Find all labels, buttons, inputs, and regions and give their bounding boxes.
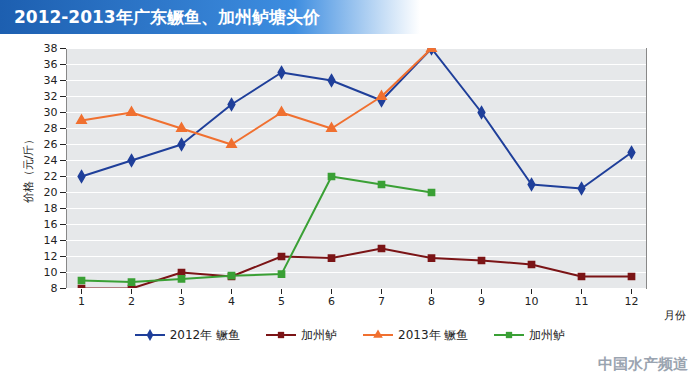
svg-text:34: 34 [44, 74, 58, 87]
svg-text:12: 12 [625, 295, 639, 308]
html-text:2012年 鳜鱼: 2012年 鳜鱼 [169, 327, 240, 342]
svg-text:32: 32 [44, 90, 58, 103]
svg-text:价格（元/斤）: 价格（元/斤） [22, 134, 35, 205]
svg-text:3: 3 [178, 295, 185, 308]
svg-text:24: 24 [44, 154, 58, 167]
svg-text:5: 5 [278, 295, 285, 308]
svg-text:14: 14 [44, 234, 58, 247]
html-text:中国水产频道: 中国水产频道 [598, 355, 688, 373]
svg-text:8: 8 [51, 282, 58, 295]
svg-text:38: 38 [44, 42, 58, 55]
svg-text:11: 11 [575, 295, 589, 308]
svg-text:10: 10 [525, 295, 539, 308]
svg-text:16: 16 [44, 218, 58, 231]
svg-text:36: 36 [44, 58, 58, 71]
svg-text:6: 6 [328, 295, 335, 308]
html-text:加州鲈: 加州鲈 [301, 327, 337, 342]
html-text:加州鲈: 加州鲈 [529, 327, 566, 342]
svg-text:20: 20 [44, 186, 58, 199]
svg-text:22: 22 [44, 170, 58, 183]
svg-text:2: 2 [128, 295, 135, 308]
html-text:2012-2013年广东鳜鱼、加州鲈塘头价: 2012-2013年广东鳜鱼、加州鲈塘头价 [14, 7, 320, 27]
html-text:2013年 鳜鱼: 2013年 鳜鱼 [398, 327, 469, 342]
svg-text:18: 18 [44, 202, 58, 215]
svg-text:7: 7 [378, 295, 385, 308]
svg-text:26: 26 [44, 138, 58, 151]
svg-text:1: 1 [78, 295, 85, 308]
svg-text:8: 8 [428, 295, 435, 308]
svg-text:28: 28 [44, 122, 58, 135]
svg-text:4: 4 [228, 295, 235, 308]
svg-text:9: 9 [478, 295, 485, 308]
svg-text:12: 12 [44, 250, 58, 263]
svg-text:月份: 月份 [664, 309, 686, 322]
svg-text:30: 30 [44, 106, 58, 119]
svg-text:10: 10 [44, 266, 58, 279]
